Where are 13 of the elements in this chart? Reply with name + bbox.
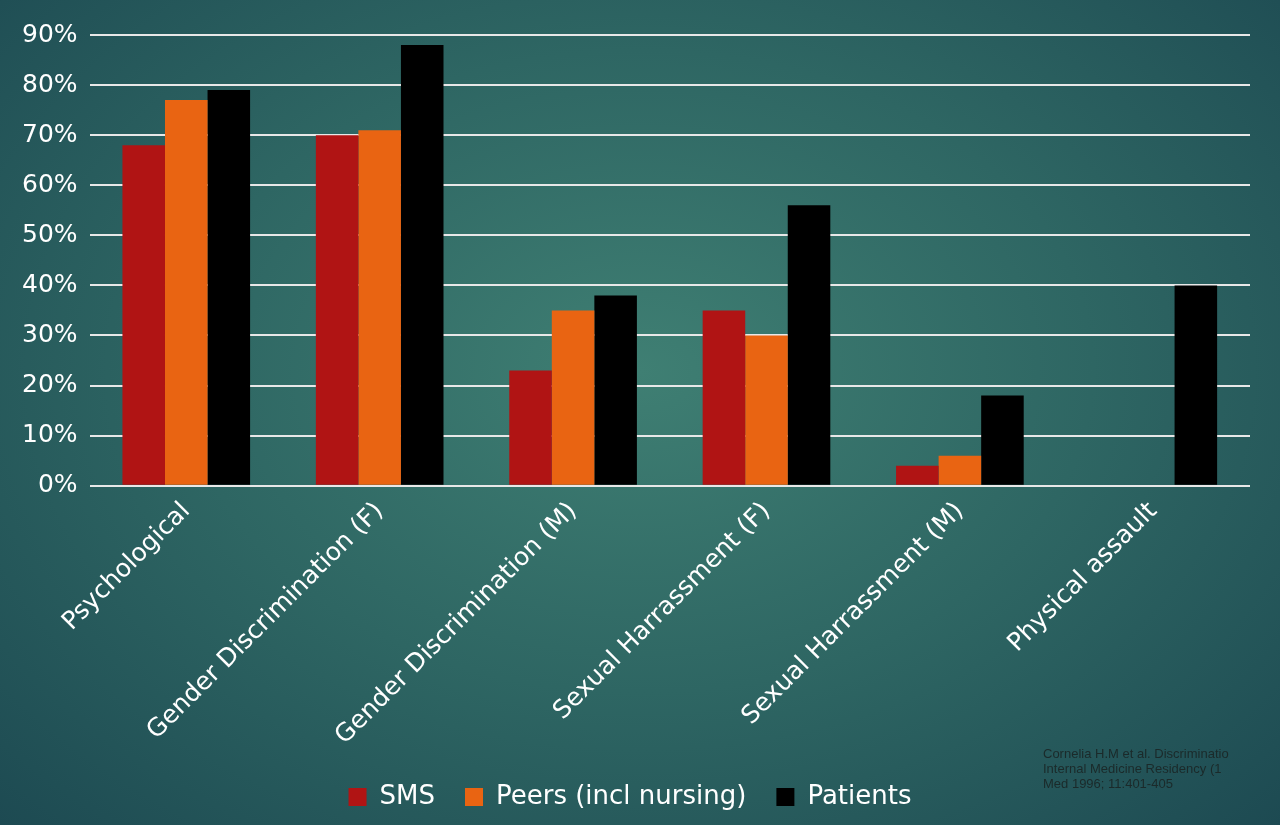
y-tick-label: 40% bbox=[21, 268, 78, 298]
y-tick-label: 10% bbox=[21, 419, 78, 449]
y-tick-label: 50% bbox=[21, 218, 78, 248]
legend-label: Patients bbox=[807, 779, 912, 810]
legend-label: SMS bbox=[379, 779, 435, 810]
y-tick-label: 80% bbox=[21, 68, 78, 98]
y-tick-label: 90% bbox=[21, 18, 78, 48]
y-tick-label: 20% bbox=[21, 369, 78, 399]
y-tick-label: 30% bbox=[21, 318, 78, 348]
legend-label: Peers (incl nursing) bbox=[495, 779, 747, 810]
y-tick-label: 60% bbox=[21, 168, 78, 198]
y-tick-label: 70% bbox=[21, 118, 78, 148]
y-tick-label: 0% bbox=[37, 469, 78, 499]
